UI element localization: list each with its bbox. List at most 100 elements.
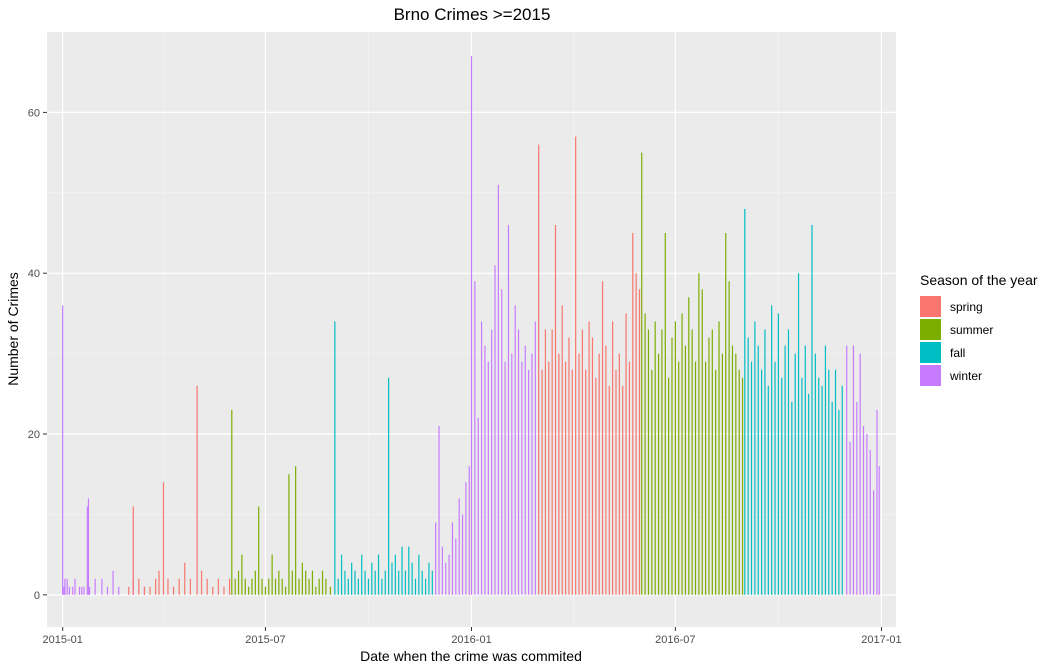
bar-fall bbox=[354, 570, 356, 595]
bar-summer bbox=[308, 578, 310, 595]
bar-winter bbox=[461, 514, 464, 595]
bar-fall bbox=[777, 313, 779, 595]
bar-fall bbox=[418, 554, 420, 595]
bar-fall bbox=[351, 562, 353, 595]
bar-spring bbox=[132, 506, 134, 595]
legend-key-spring bbox=[920, 296, 941, 317]
bar-fall bbox=[831, 401, 833, 595]
bar-spring bbox=[178, 578, 180, 595]
bar-spring bbox=[155, 578, 157, 595]
bar-summer bbox=[234, 578, 236, 595]
bar-fall bbox=[828, 369, 830, 595]
bar-spring bbox=[571, 369, 573, 595]
bar-fall bbox=[764, 329, 766, 595]
bar-winter bbox=[872, 490, 875, 595]
bar-fall bbox=[791, 401, 793, 595]
bar-summer bbox=[641, 152, 643, 595]
bar-spring bbox=[541, 369, 543, 595]
bar-spring bbox=[618, 353, 620, 595]
bar-fall bbox=[841, 385, 843, 595]
bar-winter bbox=[88, 586, 91, 595]
bar-fall bbox=[794, 353, 796, 595]
bar-spring bbox=[138, 578, 140, 595]
bar-fall bbox=[421, 570, 423, 595]
bar-winter bbox=[118, 586, 120, 595]
bar-summer bbox=[271, 554, 273, 595]
bar-summer bbox=[288, 474, 290, 595]
bar-winter bbox=[534, 321, 536, 595]
bar-spring bbox=[564, 361, 567, 595]
bar-winter bbox=[491, 329, 493, 595]
bar-summer bbox=[684, 345, 687, 595]
bar-winter bbox=[94, 578, 96, 595]
bar-fall bbox=[357, 578, 359, 595]
bar-summer bbox=[274, 578, 277, 595]
bar-fall bbox=[401, 546, 403, 595]
bar-fall bbox=[388, 377, 390, 595]
bar-fall bbox=[408, 546, 410, 595]
bar-winter bbox=[524, 345, 526, 595]
bar-summer bbox=[321, 570, 324, 595]
bar-summer bbox=[644, 313, 646, 595]
bar-winter bbox=[68, 586, 71, 595]
bar-summer bbox=[268, 578, 270, 595]
bar-summer bbox=[311, 570, 314, 595]
bar-winter bbox=[64, 578, 66, 595]
bar-fall bbox=[361, 554, 363, 595]
x-axis: 2015-01 2015-07 2016-01 2016-07 2017-01 bbox=[42, 627, 902, 646]
x-tick-label: 2017-01 bbox=[861, 634, 901, 646]
bar-spring bbox=[143, 586, 146, 595]
bar-winter bbox=[869, 450, 871, 595]
bar-winter bbox=[106, 586, 109, 595]
bar-spring bbox=[598, 353, 600, 595]
bar-summer bbox=[678, 361, 680, 595]
bar-fall bbox=[381, 578, 383, 595]
x-tick-label: 2016-07 bbox=[655, 634, 695, 646]
bar-spring bbox=[158, 570, 160, 595]
bar-summer bbox=[237, 570, 240, 595]
bar-winter bbox=[87, 498, 90, 595]
legend-key-summer bbox=[920, 319, 941, 340]
bar-winter bbox=[852, 345, 855, 595]
bar-summer bbox=[244, 578, 246, 595]
bar-summer bbox=[741, 377, 744, 595]
bar-summer bbox=[295, 466, 297, 595]
bar-spring bbox=[217, 578, 219, 595]
bar-winter bbox=[465, 482, 467, 595]
y-axis: 0 20 40 60 bbox=[28, 107, 47, 602]
bar-spring bbox=[551, 329, 553, 595]
bar-fall bbox=[757, 345, 759, 595]
bar-fall bbox=[747, 337, 749, 595]
legend: Season of the year spring summer fall winte… bbox=[920, 272, 1038, 386]
bar-spring bbox=[591, 337, 594, 595]
bar-fall bbox=[371, 562, 373, 595]
bar-fall bbox=[337, 578, 339, 595]
bar-winter bbox=[62, 305, 64, 595]
bar-fall bbox=[804, 345, 806, 595]
bar-fall bbox=[838, 409, 840, 595]
bar-winter bbox=[497, 184, 499, 595]
bar-winter bbox=[876, 409, 878, 595]
bar-winter bbox=[101, 578, 103, 595]
bar-fall bbox=[431, 570, 433, 595]
bar-fall bbox=[398, 570, 400, 595]
bar-winter bbox=[507, 224, 510, 595]
bar-winter bbox=[474, 281, 476, 595]
bar-fall bbox=[754, 321, 756, 595]
bar-summer bbox=[651, 369, 653, 595]
bar-summer bbox=[728, 281, 730, 595]
bar-fall bbox=[821, 385, 823, 595]
bar-spring bbox=[558, 353, 560, 595]
bar-summer bbox=[248, 586, 250, 595]
bar-spring bbox=[608, 385, 610, 595]
bar-winter bbox=[81, 586, 83, 595]
bar-summer bbox=[305, 570, 307, 595]
bar-spring bbox=[189, 578, 191, 595]
bar-winter bbox=[441, 546, 443, 595]
bar-fall bbox=[834, 369, 837, 595]
bar-fall bbox=[411, 562, 413, 595]
bar-spring bbox=[162, 482, 165, 595]
bar-winter bbox=[78, 586, 81, 595]
bar-fall bbox=[424, 578, 427, 595]
